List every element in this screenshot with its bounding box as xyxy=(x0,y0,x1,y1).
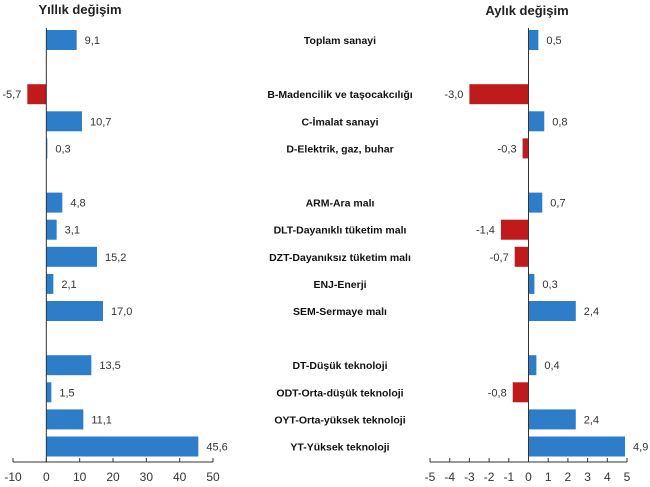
data-label: 11,1 xyxy=(91,414,112,426)
data-label: 2,1 xyxy=(61,279,76,291)
data-label: 9,1 xyxy=(85,35,100,47)
bar xyxy=(469,84,529,105)
data-label: 17,0 xyxy=(111,306,132,318)
bar xyxy=(528,301,576,321)
data-label: -3,0 xyxy=(444,89,463,101)
bar xyxy=(522,138,529,159)
category-label: SEM-Sermaye malı xyxy=(293,306,387,318)
bar xyxy=(528,30,539,50)
x-tick-label: 50 xyxy=(206,470,220,484)
x-tick-label: -4 xyxy=(444,470,455,484)
x-tick-label: 1 xyxy=(545,470,552,484)
x-tick-label: -2 xyxy=(484,470,495,484)
data-label: 3,1 xyxy=(65,225,80,237)
category-label: B-Madencilik ve taşocakcılığı xyxy=(267,89,412,101)
bar xyxy=(528,273,535,294)
chart-title-1: Aylık değişim xyxy=(485,3,568,18)
x-tick-label: -3 xyxy=(464,470,475,484)
bar xyxy=(512,382,529,403)
bar xyxy=(46,301,103,321)
bar xyxy=(46,192,63,213)
bar xyxy=(46,273,54,294)
category-label: ARM-Ara malı xyxy=(306,198,375,210)
data-label: 0,3 xyxy=(55,143,70,155)
x-tick-label: 20 xyxy=(106,470,120,484)
bar xyxy=(46,409,84,430)
data-label: 0,8 xyxy=(552,116,567,128)
data-label: -0,8 xyxy=(488,387,507,399)
data-label: 4,8 xyxy=(70,198,85,210)
data-label: 10,7 xyxy=(90,116,111,128)
data-label: -5,7 xyxy=(2,89,21,101)
data-label: 0,7 xyxy=(550,198,565,210)
category-label: ENJ-Enerji xyxy=(313,279,366,291)
x-tick-label: 5 xyxy=(624,470,631,484)
bar xyxy=(46,219,57,240)
x-tick-label: -5 xyxy=(425,470,436,484)
x-tick-label: 10 xyxy=(73,470,87,484)
bar xyxy=(27,84,47,105)
x-tick-label: 2 xyxy=(565,470,572,484)
bar xyxy=(528,409,576,430)
x-tick-label: 0 xyxy=(43,470,50,484)
bar xyxy=(500,219,529,240)
bar xyxy=(528,436,626,457)
data-label: 13,5 xyxy=(99,360,120,372)
category-label: YT-Yüksek teknoloji xyxy=(290,442,389,454)
data-label: -0,7 xyxy=(490,252,509,264)
category-label: ODT-Orta-düşük teknoloji xyxy=(276,387,403,399)
data-label: 1,5 xyxy=(59,387,74,399)
data-label: 45,6 xyxy=(206,442,227,454)
data-label: 4,9 xyxy=(633,442,648,454)
category-label: DZT-Dayanıksız tüketim malı xyxy=(269,252,411,264)
category-label: C-İmalat sanayi xyxy=(301,115,378,128)
x-tick-label: 3 xyxy=(584,470,591,484)
data-label: -0,3 xyxy=(498,143,517,155)
category-label: DLT-Dayanıklı tüketim malı xyxy=(274,225,407,237)
x-tick-label: -1 xyxy=(503,470,514,484)
x-tick-label: 0 xyxy=(525,470,532,484)
data-label: 0,4 xyxy=(544,360,559,372)
category-label: DT-Düşük teknoloji xyxy=(292,360,387,372)
bar xyxy=(46,30,77,50)
bar xyxy=(46,355,92,376)
data-label: 2,4 xyxy=(584,306,599,318)
bar xyxy=(46,436,199,457)
x-tick-label: -10 xyxy=(4,470,22,484)
bar xyxy=(46,111,82,132)
bar xyxy=(528,111,545,132)
bar xyxy=(514,246,529,267)
category-label: D-Elektrik, gaz, buhar xyxy=(286,143,393,155)
data-label: 0,3 xyxy=(542,279,557,291)
data-label: 15,2 xyxy=(105,252,126,264)
x-tick-label: 4 xyxy=(604,470,611,484)
bar xyxy=(528,192,543,213)
data-label: -1,4 xyxy=(476,225,495,237)
data-label: 2,4 xyxy=(584,414,599,426)
data-label: 0,5 xyxy=(546,35,561,47)
x-tick-label: 30 xyxy=(140,470,154,484)
category-label: OYT-Orta-yüksek teknoloji xyxy=(274,414,405,426)
chart-title-0: Yıllık değişim xyxy=(38,2,121,17)
category-label: Toplam sanayi xyxy=(304,35,376,47)
bar xyxy=(46,382,52,403)
bar xyxy=(528,355,537,376)
bar xyxy=(46,246,97,267)
x-tick-label: 40 xyxy=(173,470,187,484)
